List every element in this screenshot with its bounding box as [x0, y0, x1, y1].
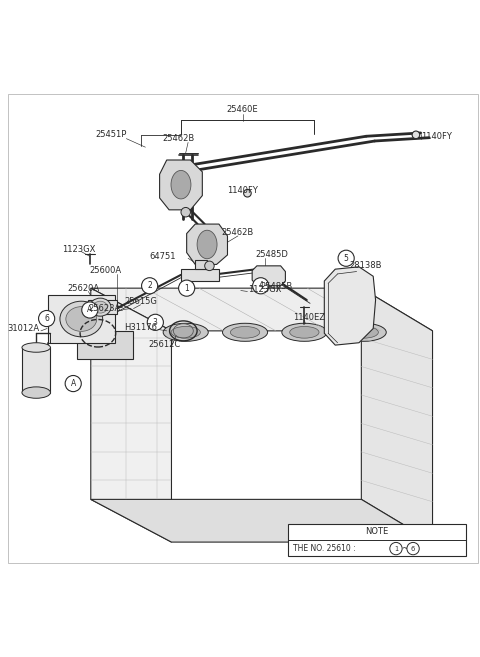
Circle shape: [142, 278, 158, 294]
Text: 25485D: 25485D: [256, 250, 288, 260]
Text: 6: 6: [411, 545, 415, 552]
Ellipse shape: [349, 327, 378, 338]
Ellipse shape: [163, 323, 208, 342]
Circle shape: [244, 189, 251, 197]
Circle shape: [38, 311, 55, 327]
Polygon shape: [195, 260, 207, 269]
Text: 31012A: 31012A: [7, 324, 39, 333]
Polygon shape: [181, 269, 219, 281]
Circle shape: [412, 131, 420, 139]
Polygon shape: [76, 331, 133, 359]
Text: 1: 1: [394, 545, 398, 552]
Ellipse shape: [290, 327, 319, 338]
Text: 25462B: 25462B: [162, 134, 195, 143]
Ellipse shape: [197, 230, 217, 259]
Text: 1123GX: 1123GX: [248, 285, 282, 294]
Ellipse shape: [223, 323, 267, 342]
Ellipse shape: [230, 327, 260, 338]
Text: H31176: H31176: [124, 323, 157, 332]
Text: A: A: [87, 306, 93, 315]
Text: 25600A: 25600A: [89, 266, 121, 275]
Polygon shape: [187, 224, 228, 264]
Ellipse shape: [22, 387, 50, 398]
Text: 25485B: 25485B: [261, 283, 293, 291]
Circle shape: [204, 261, 214, 271]
Polygon shape: [91, 499, 432, 542]
Polygon shape: [91, 288, 171, 542]
Bar: [288, 524, 466, 556]
Circle shape: [147, 314, 163, 330]
Ellipse shape: [171, 170, 191, 199]
Circle shape: [390, 543, 402, 555]
Ellipse shape: [93, 301, 108, 313]
Text: 25623A: 25623A: [88, 304, 120, 313]
Text: 28138B: 28138B: [350, 261, 383, 270]
Ellipse shape: [282, 323, 327, 342]
Text: 1: 1: [184, 284, 189, 292]
Circle shape: [82, 302, 98, 318]
Circle shape: [338, 250, 354, 266]
Polygon shape: [48, 295, 115, 343]
Text: 25620A: 25620A: [67, 284, 99, 293]
Text: 25462B: 25462B: [222, 227, 254, 237]
Ellipse shape: [22, 343, 50, 352]
Polygon shape: [361, 288, 432, 542]
Circle shape: [252, 278, 269, 294]
Text: 25615G: 25615G: [124, 297, 157, 306]
Circle shape: [181, 208, 191, 217]
Text: 3: 3: [153, 318, 158, 327]
Polygon shape: [160, 160, 203, 210]
Text: ~: ~: [401, 544, 408, 553]
Text: NOTE: NOTE: [365, 528, 388, 536]
Text: A: A: [71, 379, 76, 388]
Ellipse shape: [60, 301, 103, 337]
Circle shape: [65, 376, 81, 392]
Text: THE NO. 25610 :: THE NO. 25610 :: [293, 544, 359, 553]
Polygon shape: [324, 267, 375, 345]
Ellipse shape: [90, 298, 111, 316]
Text: 1140FY: 1140FY: [227, 187, 258, 195]
Text: 1140EZ: 1140EZ: [293, 313, 325, 322]
Text: 1123GX: 1123GX: [62, 244, 96, 254]
Text: 25460E: 25460E: [227, 104, 259, 114]
Ellipse shape: [171, 327, 200, 338]
Polygon shape: [22, 348, 50, 393]
Text: 6: 6: [44, 314, 49, 323]
Circle shape: [407, 543, 419, 555]
Text: 25612C: 25612C: [148, 340, 180, 349]
Text: 25451P: 25451P: [95, 130, 126, 139]
Polygon shape: [91, 288, 432, 331]
Text: 4: 4: [258, 281, 263, 290]
Circle shape: [179, 280, 195, 296]
Ellipse shape: [66, 307, 96, 331]
Polygon shape: [88, 300, 117, 314]
Ellipse shape: [341, 323, 386, 342]
Text: 1140FY: 1140FY: [420, 132, 452, 141]
Polygon shape: [252, 266, 286, 286]
Text: 5: 5: [344, 254, 348, 263]
Text: 2: 2: [147, 281, 152, 290]
Text: 64751: 64751: [150, 252, 176, 261]
